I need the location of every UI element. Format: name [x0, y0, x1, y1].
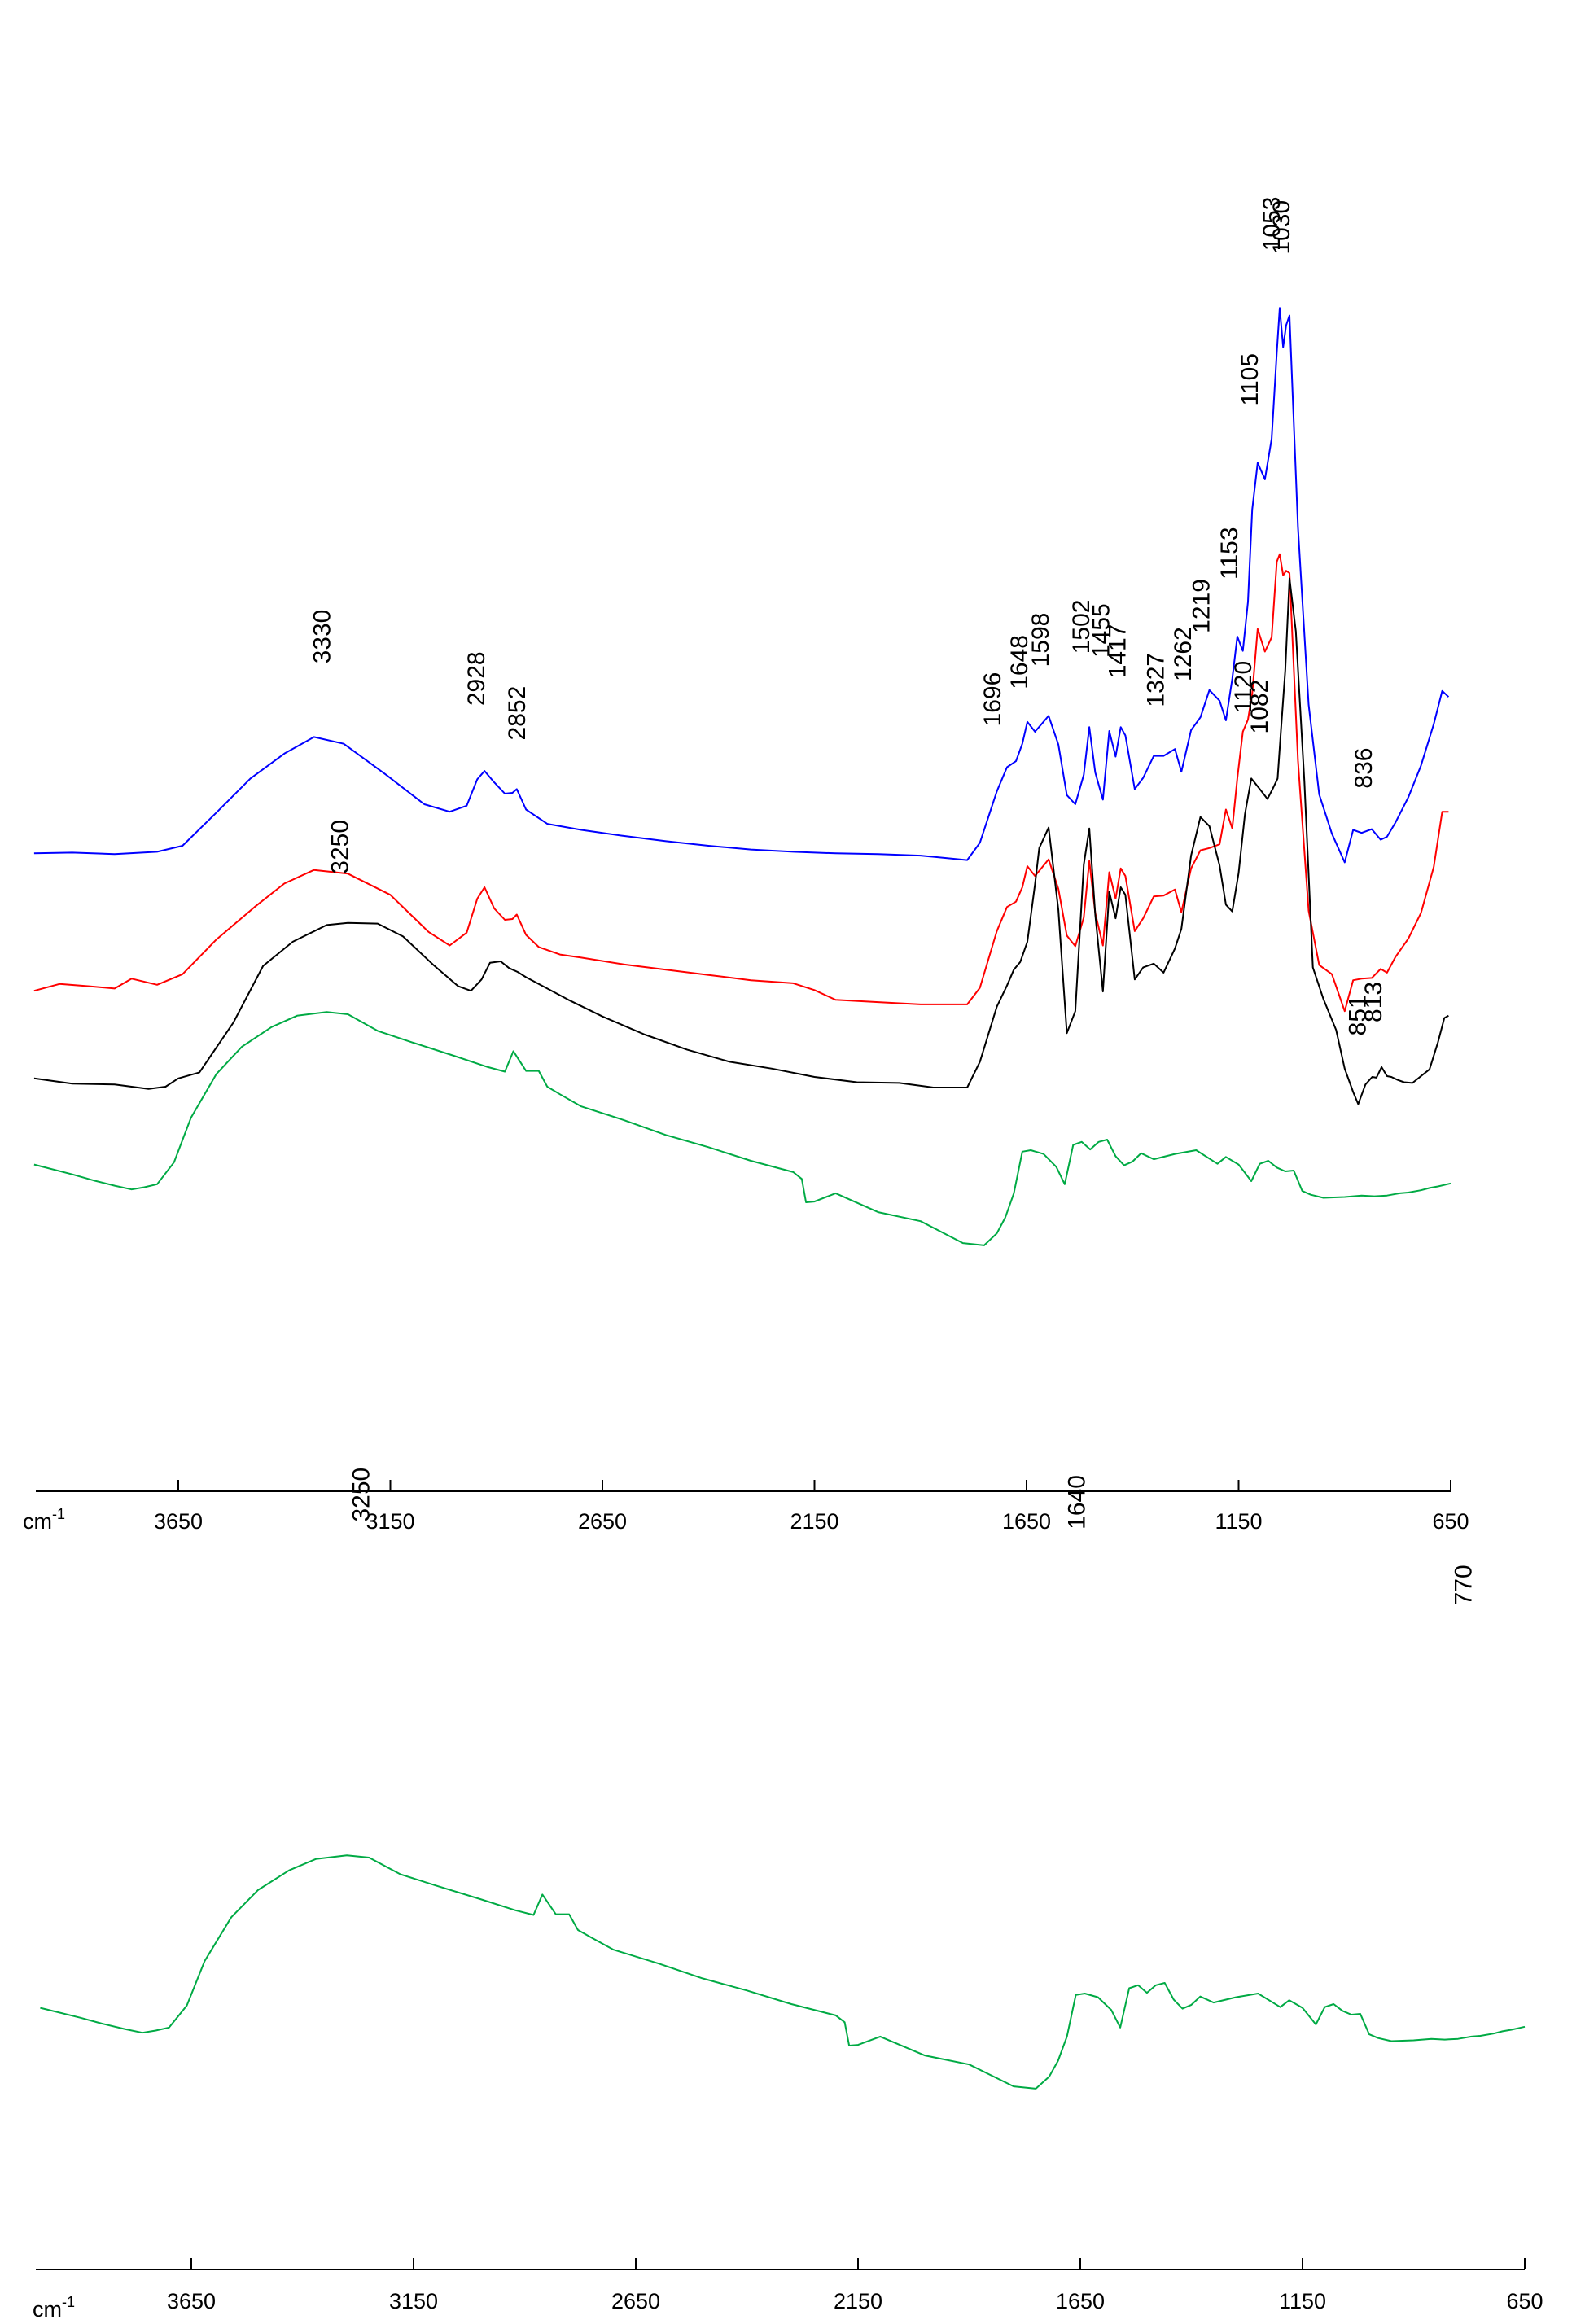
bottom-series-group [40, 1854, 1526, 2090]
bottom-peak-label-3250: 3250 [348, 1468, 374, 1522]
top-x-tick-label-1650: 1650 [1002, 1509, 1051, 1534]
top-x-ticks: 3650 3150 2650 2150 1650 1150 650 [154, 1480, 1469, 1534]
top-x-tick-label-3150: 3150 [366, 1509, 414, 1534]
bottom-peak-label-1640: 1640 [1064, 1475, 1091, 1530]
top-x-tick-label-3650: 3650 [154, 1509, 203, 1534]
bottom-panel: 3650 3150 2650 2150 1650 1150 650 3250 1640770 … [33, 1468, 1543, 2322]
top-peak-label-1030: 1030 [1268, 200, 1295, 255]
top-peak-label-1327: 1327 [1142, 653, 1169, 707]
top-peak-label-1219: 1219 [1189, 579, 1215, 633]
top-peak-label-1417: 1417 [1104, 624, 1131, 679]
top-x-unit-label: cm-1 [23, 1506, 65, 1534]
top-peak-label-836: 836 [1351, 748, 1377, 789]
bottom-x-unit-text: cm [33, 2297, 62, 2320]
bottom-x-tick-label-650: 650 [1506, 2289, 1543, 2313]
top-series-3-line [33, 1011, 1451, 1246]
top-x-unit-text: cm [23, 1509, 52, 1534]
top-peak-label-1648: 1648 [1006, 635, 1033, 689]
top-x-tick-label-650: 650 [1432, 1509, 1469, 1534]
bottom-peak-labels: 3250 1640 770 [348, 1468, 1477, 1606]
bottom-x-tick-label-2650: 2650 [611, 2289, 660, 2313]
top-peak-label-1262: 1262 [1170, 627, 1197, 681]
bottom-x-ticks: 3650 3150 2650 2150 1650 1150 650 [167, 2258, 1543, 2313]
top-peak-label-1696: 1696 [979, 672, 1006, 727]
top-peak-label-1053: 1053 [1259, 197, 1285, 252]
top-peak-label-2852: 2852 [504, 686, 531, 741]
top-series-2-line [33, 577, 1449, 1105]
top-peak-label-851: 851 [1344, 995, 1371, 1035]
bottom-x-tick-label-2150: 2150 [834, 2289, 882, 2313]
top-series-group [33, 307, 1451, 1246]
bottom-x-tick-label-1650: 1650 [1056, 2289, 1105, 2313]
top-peak-label-2928: 2928 [463, 651, 490, 706]
bottom-peak-label-770: 770 [1451, 1565, 1478, 1605]
top-peak-label-1082: 1082 [1246, 680, 1273, 734]
top-peak-label-1455: 1455 [1088, 603, 1115, 658]
bottom-x-unit-exponent: -1 [62, 2294, 75, 2310]
top-x-tick-label-2150: 2150 [790, 1509, 838, 1534]
top-x-tick-label-1150: 1150 [1215, 1509, 1262, 1534]
top-peak-label-813: 813 [1360, 982, 1387, 1022]
top-peak-label-3330: 3330 [309, 610, 336, 664]
top-peak-label-1120: 1120 [1230, 661, 1257, 714]
bottom-x-unit-label: cm-1 [33, 2294, 75, 2320]
top-x-unit-exponent: -1 [52, 1506, 65, 1522]
top-x-tick-label-2650: 2650 [578, 1509, 627, 1534]
top-series-0-line [33, 307, 1450, 864]
bottom-x-tick-label-3150: 3150 [389, 2289, 438, 2313]
top-peak-label-1153: 1153 [1216, 527, 1243, 580]
top-peak-label-1598: 1598 [1027, 613, 1054, 667]
bottom-x-tick-label-1150: 1150 [1279, 2289, 1326, 2313]
top-peak-label-3250: 3250 [326, 820, 353, 874]
top-panel: 3650 3150 2650 2150 1650 1150 650 3330 2928 2852… [23, 197, 1469, 1534]
bottom-x-tick-label-3650: 3650 [167, 2289, 216, 2313]
top-peak-label-1105: 1105 [1237, 353, 1263, 406]
bottom-series-0-line [40, 1854, 1526, 2090]
top-peak-label-1502: 1502 [1068, 600, 1095, 654]
top-series-1-line [33, 553, 1449, 1013]
